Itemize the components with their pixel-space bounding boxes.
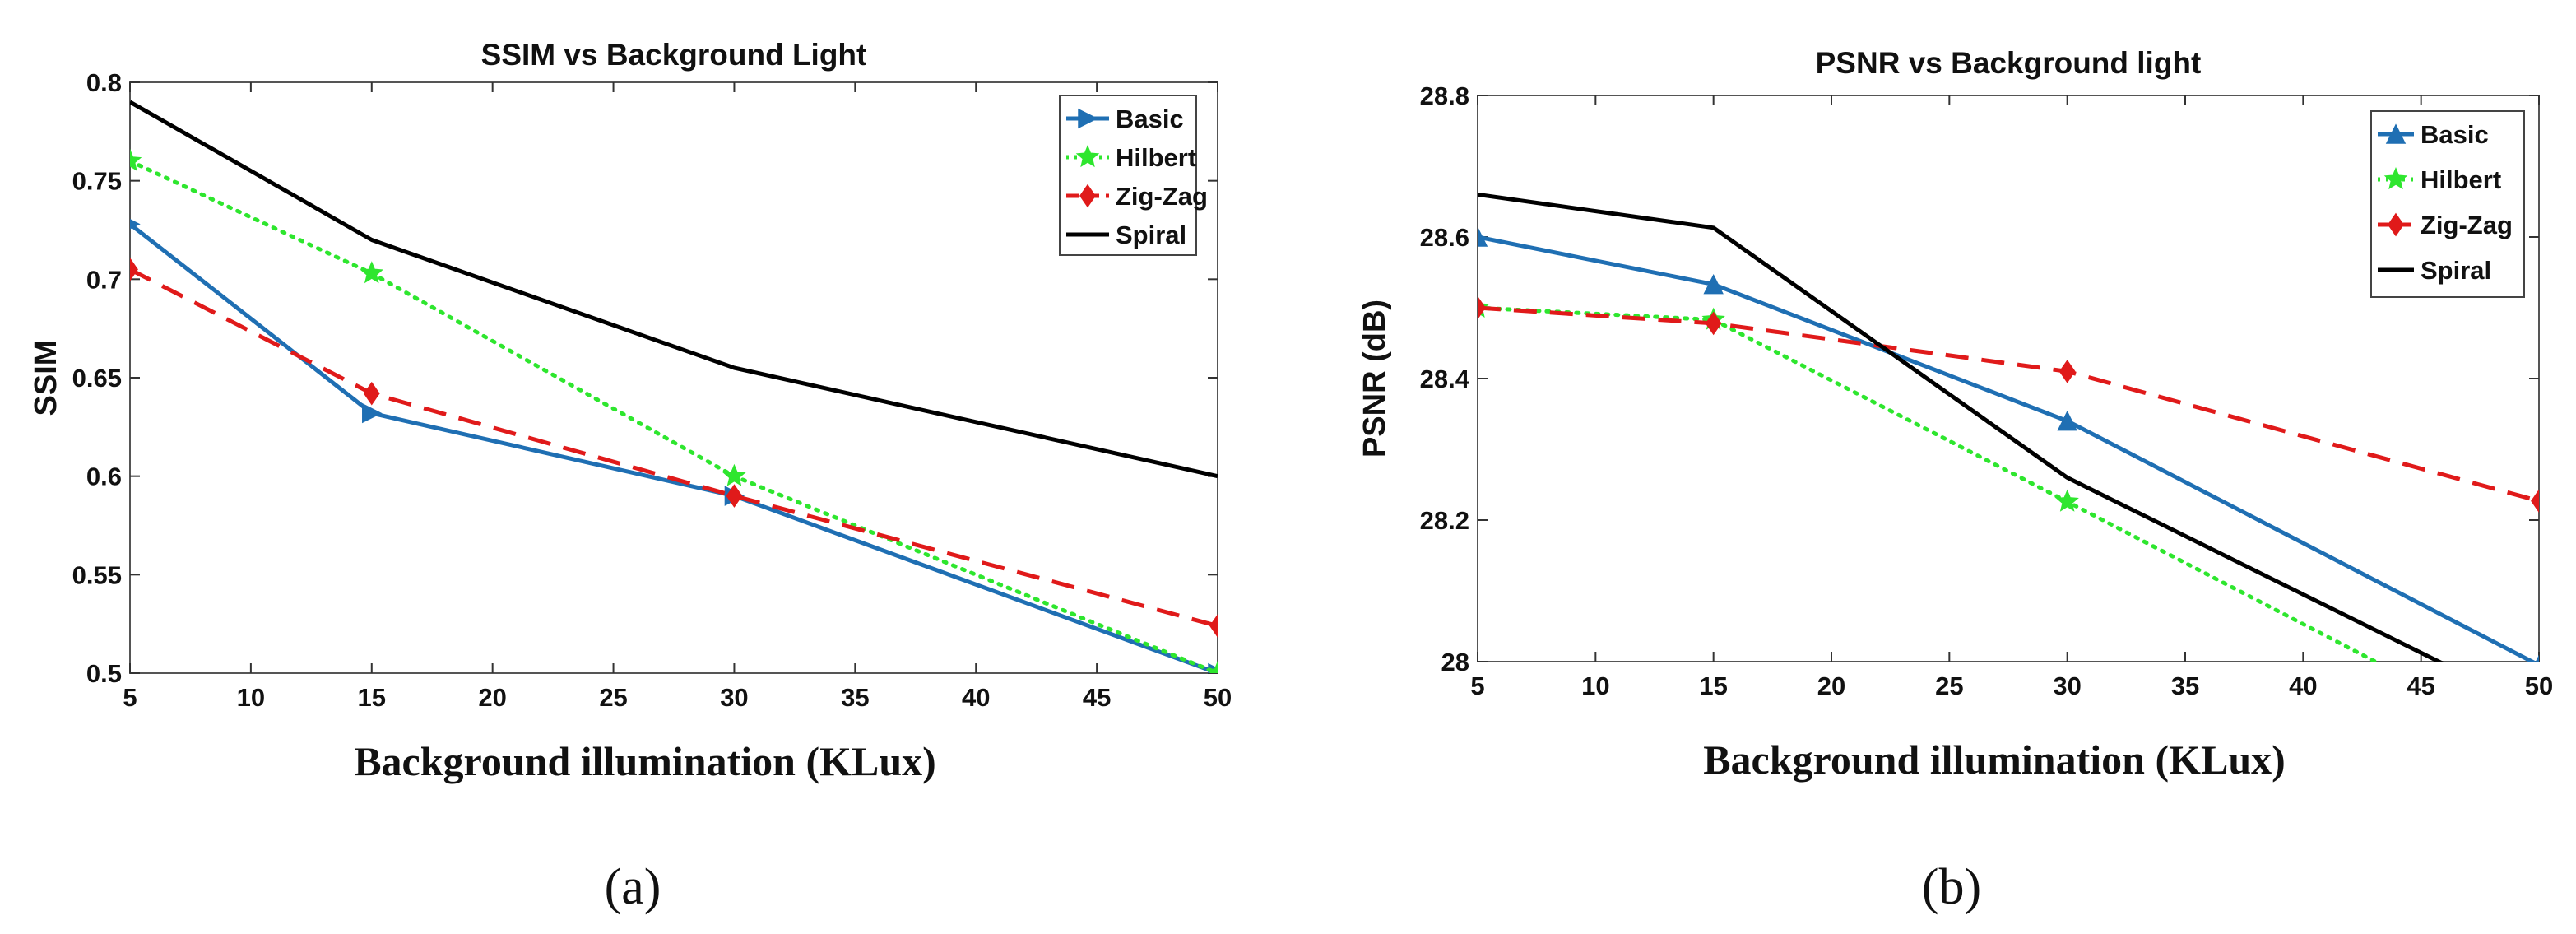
panel-label-a: (a) <box>605 859 661 915</box>
data-point-basic <box>1703 273 1724 295</box>
legend-label-basic: Basic <box>1116 105 1184 133</box>
legend-label-hilbert: Hilbert <box>2421 165 2501 194</box>
series-line-spiral <box>1478 192 2444 662</box>
y-tick-label: 0.7 <box>86 265 122 294</box>
data-point-zig-zag <box>2531 489 2539 513</box>
data-point-hilbert <box>2055 489 2079 512</box>
y-axis-label-psnr: PSNR (dB) <box>1358 300 1392 458</box>
x-tick-label: 35 <box>841 683 869 712</box>
y-tick-label: 0.6 <box>86 462 122 491</box>
y-tick-label: 28.2 <box>1420 506 1469 535</box>
x-tick-label: 25 <box>599 683 627 712</box>
x-tick-label: 40 <box>962 683 990 712</box>
data-point-basic <box>2057 410 2077 431</box>
series-line-zig-zag <box>1478 305 2539 504</box>
y-tick-label: 28.4 <box>1420 365 1470 393</box>
x-tick-label: 50 <box>1204 683 1232 712</box>
x-tick-label: 45 <box>1083 683 1111 712</box>
x-tick-label: 15 <box>1699 671 1727 700</box>
y-axis-label-ssim: SSIM <box>29 340 63 416</box>
data-point-hilbert <box>1205 661 1218 673</box>
data-point-hilbert <box>130 148 142 171</box>
series-line-spiral <box>130 100 1218 479</box>
x-tick-label: 5 <box>1470 671 1484 700</box>
data-point-zig-zag <box>2058 360 2076 383</box>
x-axis-label-ssim: Background illumination (KLux) <box>354 738 936 784</box>
series-line-hilbert <box>130 159 1218 673</box>
x-tick-label: 25 <box>1935 671 1963 700</box>
data-point-basic <box>362 402 383 424</box>
legend-marker-basic <box>1078 108 1098 129</box>
y-tick-label: 0.8 <box>86 68 122 97</box>
data-point-hilbert <box>360 261 383 284</box>
x-tick-label: 30 <box>720 683 748 712</box>
x-tick-label: 20 <box>478 683 506 712</box>
legend-marker-zig-zag <box>2388 212 2404 237</box>
x-tick-label: 10 <box>1581 671 1609 700</box>
legend-label-spiral: Spiral <box>2421 256 2491 285</box>
plot-area-psnr <box>1477 95 2540 662</box>
panel-label-b: (b) <box>1922 859 1981 915</box>
x-tick-label: 5 <box>123 683 137 712</box>
y-tick-label: 0.5 <box>86 659 122 688</box>
x-tick-label: 50 <box>2525 671 2553 700</box>
y-tick-label: 0.75 <box>72 167 122 196</box>
data-point-zig-zag <box>726 484 743 508</box>
x-tick-label: 20 <box>1817 671 1845 700</box>
x-tick-label: 10 <box>237 683 265 712</box>
data-point-zig-zag <box>130 258 138 281</box>
legend-label-spiral: Spiral <box>1116 221 1186 249</box>
legend-marker-zig-zag <box>1079 184 1096 208</box>
legend-label-basic: Basic <box>2421 120 2489 149</box>
legend-marker-hilbert <box>1075 145 1100 168</box>
x-tick-label: 30 <box>2053 671 2081 700</box>
x-tick-label: 40 <box>2289 671 2317 700</box>
y-tick-label: 28.6 <box>1420 223 1469 252</box>
chart-title-psnr: PSNR vs Background light <box>1816 46 2202 80</box>
legend-label-zig-zag: Zig-Zag <box>2421 211 2513 239</box>
data-point-hilbert <box>722 463 746 486</box>
data-point-zig-zag <box>1209 614 1218 638</box>
x-axis-label-psnr: Background illumination (KLux) <box>1703 737 2286 783</box>
x-tick-label: 15 <box>358 683 386 712</box>
data-point-zig-zag <box>363 381 380 406</box>
chart-title-ssim: SSIM vs Background Light <box>481 38 867 72</box>
y-tick-label: 28 <box>1441 648 1469 676</box>
y-tick-label: 0.65 <box>72 364 122 393</box>
chart-ssim: SSIM vs Background Light SSIM Background… <box>29 38 1232 784</box>
legend-marker-hilbert <box>2383 167 2408 190</box>
legend-label-zig-zag: Zig-Zag <box>1116 182 1208 211</box>
series-line-basic <box>130 222 1218 673</box>
y-tick-label: 28.8 <box>1420 81 1469 110</box>
data-point-basic <box>2535 654 2539 662</box>
x-tick-label: 35 <box>2171 671 2199 700</box>
data-point-basic <box>130 218 141 230</box>
data-point-zig-zag <box>1705 311 1722 336</box>
chart-psnr: PSNR vs Background light PSNR (dB) Backg… <box>1358 46 2553 783</box>
legend-marker-basic <box>2385 123 2407 144</box>
data-point-hilbert <box>2529 736 2550 755</box>
x-tick-label: 45 <box>2407 671 2434 700</box>
plot-area-ssim <box>129 81 1218 674</box>
y-tick-label: 0.55 <box>72 560 122 589</box>
legend-label-hilbert: Hilbert <box>1116 143 1196 172</box>
data-point-basic <box>1478 226 1488 247</box>
data-point-zig-zag <box>1478 295 1486 320</box>
